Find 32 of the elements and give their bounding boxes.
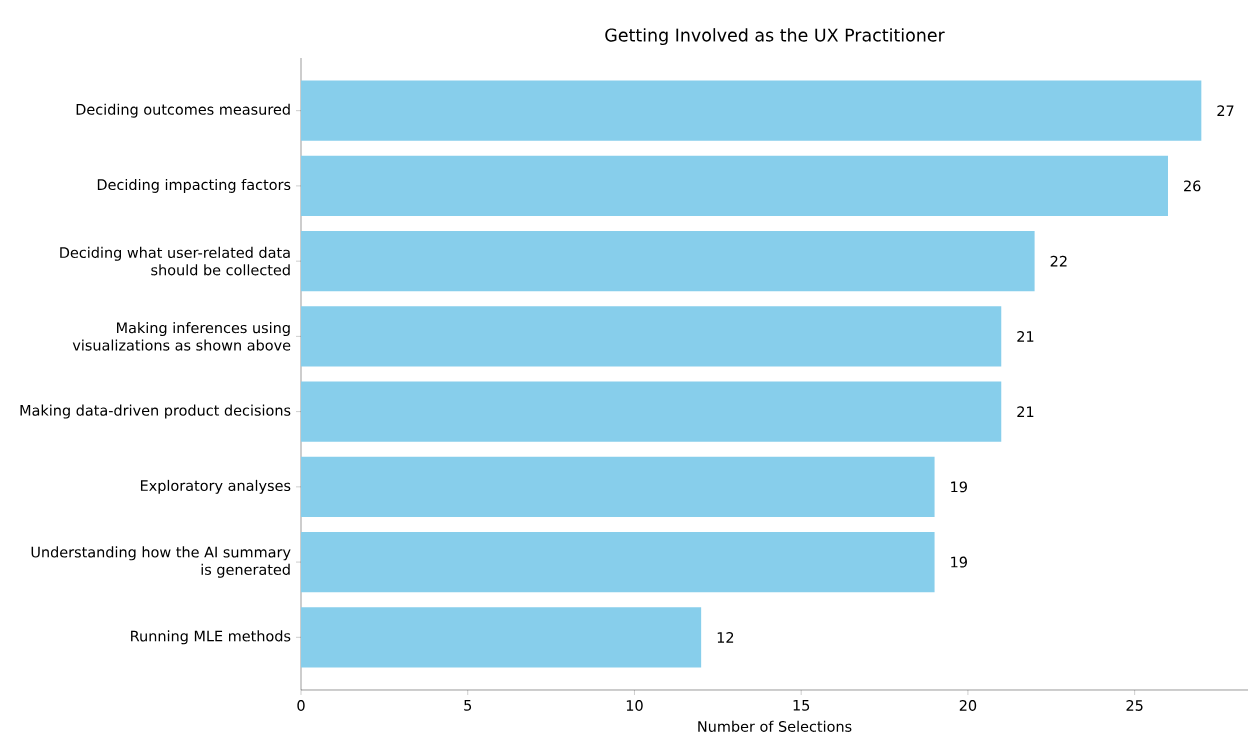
y-tick-label: Deciding what user-related data should be collected [60, 246, 290, 276]
bar [301, 381, 1002, 442]
bar [301, 155, 1168, 216]
data-label: 26 [1184, 180, 1201, 192]
bar [301, 532, 935, 593]
data-label: 12 [717, 631, 734, 643]
y-tick-label: Making inferences using visualizations as shown above [72, 322, 291, 351]
chart-title: Getting Involved as the UX Practitioner [605, 28, 945, 46]
y-tick-label: Deciding outcomes measured [76, 103, 290, 118]
y-tick-label: Deciding impacting factors [97, 178, 291, 193]
bar [301, 231, 1035, 292]
bar [301, 456, 935, 517]
y-tick-label: Making data-driven product decisions [20, 404, 291, 419]
y-tick-label: Exploratory analyses [140, 479, 291, 494]
bar [301, 80, 1202, 141]
data-label: 21 [1017, 406, 1034, 417]
x-tick-label: 5 [464, 700, 472, 711]
y-tick-label: Running MLE methods [131, 630, 291, 645]
x-axis-title: Number of Selections [698, 720, 852, 732]
x-tick-label: 25 [1126, 699, 1143, 711]
x-tick-label: 15 [793, 700, 810, 711]
data-label: 27 [1217, 105, 1234, 117]
data-label: 21 [1017, 331, 1034, 342]
data-label: 19 [951, 556, 967, 568]
bar [301, 607, 702, 668]
y-tick-label: Understanding how the AI summary is generated [31, 546, 291, 578]
data-label: 19 [951, 481, 967, 493]
data-label: 22 [1050, 255, 1067, 267]
bar [301, 306, 1002, 367]
x-tick-label: 10 [626, 699, 643, 711]
x-tick-label: 20 [959, 699, 977, 711]
x-tick-label: 0 [297, 699, 305, 711]
